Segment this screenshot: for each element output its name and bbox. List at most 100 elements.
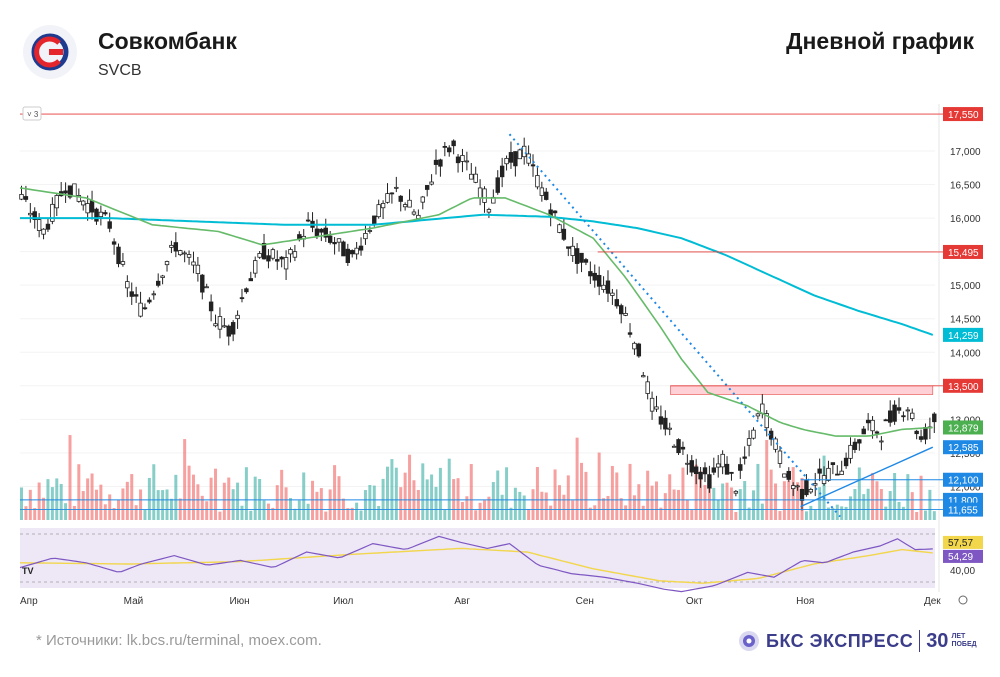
candle-body	[473, 173, 478, 183]
candle-body	[350, 250, 355, 255]
volume-bar	[408, 454, 412, 520]
candle	[226, 324, 231, 346]
candle-body	[658, 416, 664, 425]
candle-body	[720, 453, 725, 468]
candle	[764, 410, 769, 437]
candle-body	[314, 228, 320, 237]
candle-body	[332, 242, 337, 245]
volume-bar	[527, 508, 531, 520]
volume-bar	[769, 469, 773, 520]
candle	[720, 450, 725, 475]
value-badge	[943, 440, 983, 455]
candle	[464, 151, 470, 171]
candle-body	[689, 460, 694, 473]
volume-bar	[86, 478, 90, 520]
price-chart[interactable]: 12,00012,50013,00013,50014,00014,50015,0…	[0, 100, 1000, 615]
candle	[244, 287, 249, 294]
candle	[129, 282, 134, 305]
volume-bar	[760, 503, 764, 520]
tradingview-mark: TV	[22, 566, 34, 576]
price-level-label: 11,800	[948, 496, 978, 507]
candle-body	[623, 313, 628, 316]
volume-bar	[394, 467, 398, 520]
candle	[385, 183, 390, 204]
candle-body	[830, 462, 836, 466]
candle-body	[385, 193, 390, 203]
candle-body	[671, 445, 677, 448]
volume-bar	[557, 485, 561, 520]
candle	[535, 167, 540, 190]
y-tick-label: 14,000	[950, 348, 981, 359]
candle-body	[521, 145, 527, 158]
volume-bar	[491, 482, 495, 520]
settings-icon	[958, 595, 968, 605]
volume-bar	[64, 503, 68, 520]
volume-bar	[549, 505, 553, 520]
candle	[204, 283, 209, 289]
candle	[447, 145, 452, 157]
volume-bar	[615, 472, 619, 520]
volume-bar	[544, 492, 548, 520]
volume-bar	[355, 502, 359, 520]
candle-body	[147, 299, 152, 303]
candle-body	[663, 417, 668, 430]
candle-body	[200, 274, 205, 293]
volume-bar	[271, 507, 275, 520]
candle-body	[253, 260, 258, 274]
candle-body	[103, 212, 108, 215]
volume-bar	[752, 490, 755, 520]
candle	[394, 176, 399, 193]
volume-bar	[386, 466, 389, 520]
candle-body	[367, 230, 373, 232]
candle	[742, 446, 747, 465]
candle	[155, 273, 161, 288]
candle-body	[707, 474, 712, 489]
candle-body	[319, 228, 324, 233]
volume-bar	[183, 439, 187, 520]
candle	[292, 245, 298, 262]
volume-bar	[474, 510, 478, 520]
candle-body	[116, 246, 121, 265]
volume-bar	[143, 509, 147, 520]
candle-body	[574, 248, 580, 264]
indicator-badge	[22, 106, 42, 121]
volume-bar	[421, 463, 425, 520]
volume-bar	[505, 467, 509, 520]
volume-bar	[690, 509, 694, 520]
candle-body	[746, 438, 752, 446]
candle-body	[248, 278, 254, 282]
candle	[755, 412, 761, 420]
candle-body	[632, 342, 637, 350]
candle-body	[887, 410, 893, 423]
bcs-brand: БКС ЭКСПРЕСС 30 ЛЕТ ПОБЕД	[738, 626, 977, 656]
candle	[901, 411, 906, 422]
candle	[341, 240, 346, 257]
x-tick-label: Сен	[576, 596, 594, 607]
candle	[830, 462, 836, 475]
volume-bar	[632, 495, 636, 520]
volume-bar	[619, 498, 623, 520]
candle	[596, 266, 602, 296]
candle-body	[566, 246, 571, 249]
candle-body	[654, 406, 659, 410]
candle	[632, 341, 637, 355]
candle-body	[742, 456, 747, 459]
volume-bar	[328, 489, 332, 520]
candle	[116, 243, 121, 268]
rsi-panel	[20, 528, 935, 588]
volume-bar	[496, 470, 500, 520]
candle-body	[561, 228, 567, 240]
candle-body	[235, 314, 240, 320]
candle-body	[583, 259, 589, 263]
candle-body	[266, 255, 271, 262]
volume-bar	[72, 505, 76, 520]
volume-bar	[368, 485, 372, 520]
volume-bar	[205, 501, 209, 520]
x-tick-label: Июн	[229, 596, 249, 607]
volume-bar	[906, 474, 910, 520]
candle	[530, 154, 536, 177]
candle	[407, 189, 412, 208]
candle-body	[160, 275, 165, 278]
candle-body	[729, 471, 734, 474]
candle-body	[861, 428, 866, 435]
